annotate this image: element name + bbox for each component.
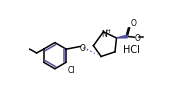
- Text: HCl: HCl: [123, 44, 139, 54]
- Text: O: O: [130, 19, 136, 28]
- Text: N: N: [101, 29, 107, 38]
- Polygon shape: [116, 36, 127, 39]
- Text: O: O: [135, 33, 141, 42]
- Text: O: O: [80, 43, 85, 52]
- Text: Cl: Cl: [68, 65, 75, 74]
- Text: H: H: [105, 29, 110, 34]
